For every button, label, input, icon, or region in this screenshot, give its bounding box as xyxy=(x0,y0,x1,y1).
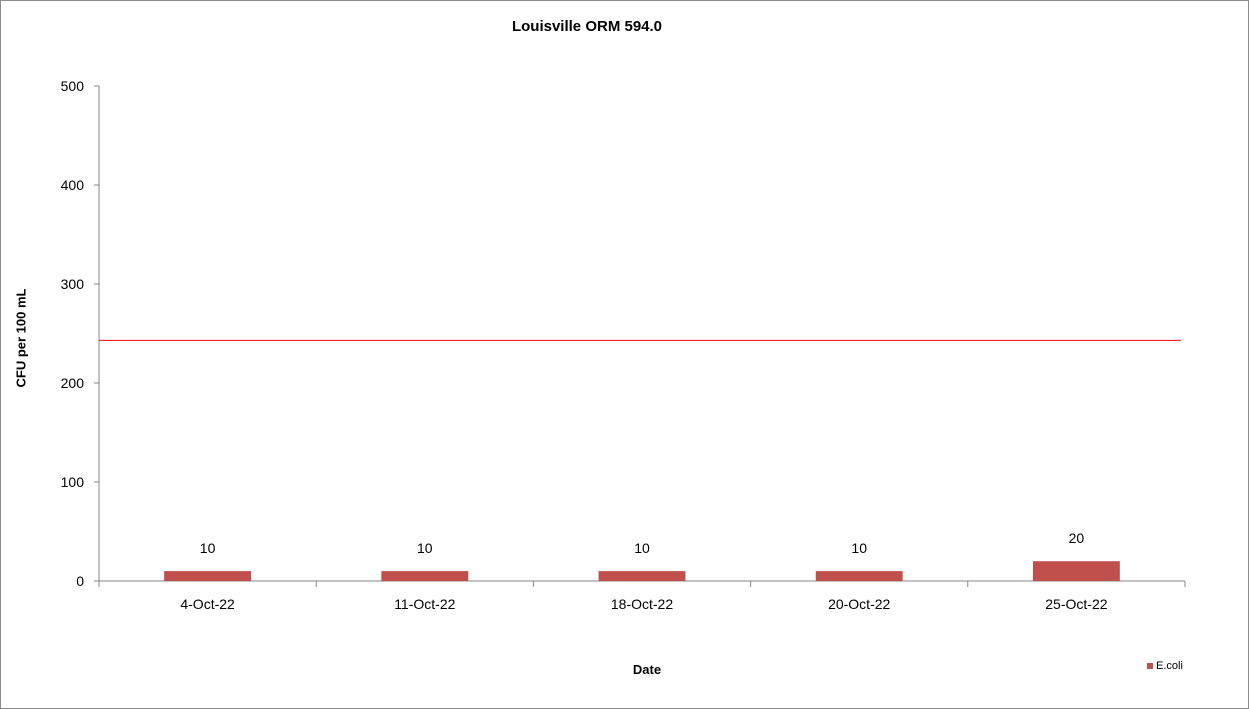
x-tick-label: 18-Oct-22 xyxy=(611,596,673,612)
y-tick-label: 100 xyxy=(61,474,85,490)
x-tick-label: 11-Oct-22 xyxy=(394,596,455,612)
bar-ecoli xyxy=(1032,561,1120,581)
chart-title: Louisville ORM 594.0 xyxy=(511,18,663,35)
data-label: 10 xyxy=(417,540,433,556)
legend-label-ecoli: E.coli xyxy=(1156,660,1183,672)
y-tick-label: 300 xyxy=(61,276,85,292)
legend-swatch-ecoli xyxy=(1147,663,1153,669)
legend: E.coli xyxy=(1147,660,1183,672)
data-label: 10 xyxy=(634,540,650,556)
y-tick-label: 500 xyxy=(61,78,85,94)
data-label: 10 xyxy=(851,540,867,556)
y-tick-label: 200 xyxy=(61,375,85,391)
bar-ecoli xyxy=(164,571,252,581)
x-tick-label: 20-Oct-22 xyxy=(828,596,890,612)
y-tick-label: 400 xyxy=(61,177,85,193)
bar-ecoli xyxy=(381,571,469,581)
data-label: 20 xyxy=(1069,530,1085,546)
bar-ecoli xyxy=(815,571,903,581)
x-tick-label: 4-Oct-22 xyxy=(180,596,235,612)
bar-ecoli xyxy=(598,571,686,581)
x-axis-label: Date xyxy=(632,662,662,677)
x-tick-label: 25-Oct-22 xyxy=(1045,596,1107,612)
y-tick-label: 0 xyxy=(76,573,84,589)
data-label: 10 xyxy=(200,540,216,556)
